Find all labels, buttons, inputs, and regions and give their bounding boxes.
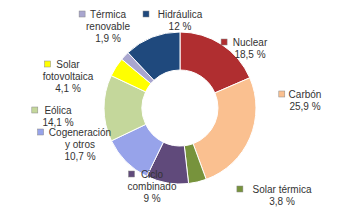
- svg-text:Térmica: Térmica: [90, 9, 127, 20]
- svg-text:renovable: renovable: [86, 21, 130, 32]
- svg-text:10,7 %: 10,7 %: [64, 151, 95, 162]
- svg-text:12 %: 12 %: [169, 21, 192, 32]
- svg-text:Eólica: Eólica: [44, 105, 72, 116]
- svg-text:fotovoltaica: fotovoltaica: [43, 71, 94, 82]
- svg-text:14,1 %: 14,1 %: [42, 117, 73, 128]
- svg-text:9 %: 9 %: [143, 193, 160, 204]
- svg-text:Cogeneración: Cogeneración: [49, 127, 111, 138]
- svg-text:Solar: Solar: [56, 59, 80, 70]
- svg-text:25,9 %: 25,9 %: [289, 101, 320, 112]
- svg-text:Ciclo: Ciclo: [141, 169, 164, 180]
- svg-text:3,8 %: 3,8 %: [269, 196, 295, 207]
- svg-text:Solar térmica: Solar térmica: [253, 184, 312, 195]
- svg-text:Carbón: Carbón: [289, 89, 322, 100]
- svg-text:Nuclear: Nuclear: [233, 37, 268, 48]
- svg-text:combinado: combinado: [128, 181, 177, 192]
- svg-text:Hidráulica: Hidráulica: [158, 9, 203, 20]
- svg-text:1,9 %: 1,9 %: [95, 33, 121, 44]
- svg-text:y otros: y otros: [65, 139, 95, 150]
- svg-text:4,1 %: 4,1 %: [55, 83, 81, 94]
- svg-text:18,5 %: 18,5 %: [234, 49, 265, 60]
